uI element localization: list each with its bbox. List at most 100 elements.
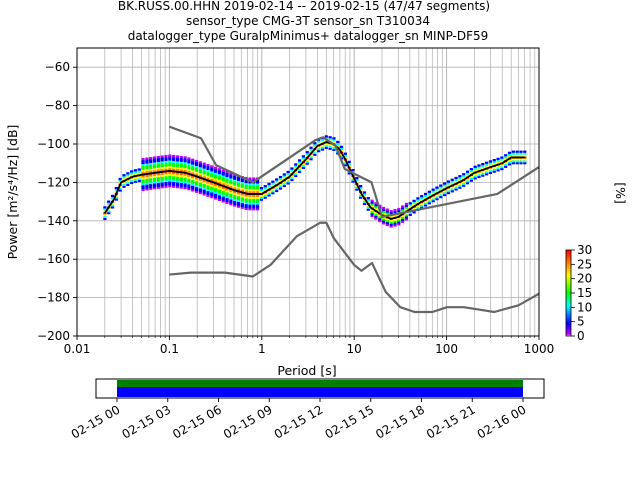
psd-cell — [149, 174, 153, 177]
psd-cell — [198, 174, 202, 177]
psd-cell — [122, 181, 126, 185]
psd-cell — [385, 212, 389, 215]
psd-cell — [210, 194, 214, 197]
psd-cell — [404, 216, 409, 219]
psd-cell — [443, 190, 447, 193]
psd-cell — [206, 181, 210, 184]
psd-cell — [450, 182, 454, 185]
psd-cell — [423, 196, 428, 199]
psd-cell — [244, 200, 248, 203]
psd-cell — [172, 166, 176, 169]
psd-cell — [439, 192, 443, 195]
psd-cell — [255, 194, 260, 197]
psd-cell — [210, 176, 214, 180]
psd-cell — [286, 180, 290, 183]
psd-cell — [252, 177, 256, 180]
coverage-blue-band — [117, 387, 523, 397]
psd-cell — [160, 174, 164, 177]
psd-cell — [183, 185, 187, 188]
colorbar-tick-label: 20 — [577, 272, 592, 286]
psd-cell — [469, 168, 473, 171]
psd-cell — [393, 222, 397, 225]
psd-cell — [343, 154, 347, 157]
psd-cell — [183, 169, 187, 172]
psd-cell — [305, 154, 309, 158]
psd-cell — [385, 220, 389, 223]
psd-cell — [244, 184, 248, 187]
psd-cell — [443, 192, 447, 195]
psd-cell — [141, 159, 145, 163]
psd-cell — [240, 199, 244, 202]
psd-cell — [194, 167, 199, 170]
psd-cell — [393, 220, 397, 223]
psd-cell — [191, 166, 195, 169]
psd-cell — [187, 186, 191, 189]
psd-cell — [175, 164, 180, 168]
psd-cell — [149, 183, 153, 187]
psd-cell — [374, 217, 378, 220]
psd-cell — [462, 175, 466, 178]
psd-cell — [294, 174, 298, 178]
psd-cell — [183, 181, 187, 184]
psd-cell — [156, 184, 160, 187]
psd-cell — [225, 195, 229, 199]
psd-cell — [107, 200, 111, 203]
psd-cell — [194, 171, 199, 174]
title-line-2: sensor_type CMG-3T sensor_sn T310034 — [186, 14, 430, 28]
psd-cell — [412, 199, 416, 202]
psd-cell — [328, 136, 332, 139]
psd-cell — [523, 160, 527, 163]
psd-cell — [145, 159, 149, 162]
psd-cell — [152, 158, 157, 161]
colorbar-label: [%] — [613, 182, 628, 204]
psd-cell — [248, 204, 252, 207]
psd-cell — [370, 209, 374, 212]
psd-cell — [332, 139, 336, 142]
psd-cell — [110, 204, 115, 207]
psd-cell — [214, 183, 218, 187]
psd-cell — [183, 162, 187, 165]
psd-cell — [313, 146, 317, 149]
psd-cell — [336, 142, 340, 145]
psd-cell — [523, 150, 527, 153]
psd-cell — [168, 181, 172, 184]
psd-cell — [233, 183, 237, 186]
psd-cell — [164, 176, 168, 179]
psd-cell — [214, 178, 218, 181]
psd-cell — [404, 202, 409, 206]
psd-cell — [389, 211, 393, 215]
psd-cell — [309, 154, 313, 157]
psd-cell — [168, 171, 172, 174]
psd-cell — [168, 154, 172, 157]
psd-cell — [465, 170, 470, 173]
psd-cell — [374, 204, 378, 207]
psd-cell — [420, 196, 424, 200]
psd-cell — [454, 184, 458, 187]
psd-cell — [191, 158, 195, 161]
psd-cell — [114, 196, 118, 199]
psd-cell — [370, 211, 374, 214]
psd-cell — [236, 176, 241, 179]
colorbar-tick-label: 0 — [577, 329, 585, 343]
psd-cell — [202, 168, 206, 171]
psd-cell — [439, 194, 443, 197]
psd-cell — [507, 153, 512, 156]
psd-cell — [267, 190, 271, 193]
psd-cell — [397, 207, 401, 211]
psd-cell — [255, 190, 260, 194]
psd-cell — [454, 188, 458, 191]
psd-cell — [458, 182, 462, 185]
psd-cell — [359, 196, 363, 199]
psd-cell — [255, 187, 260, 190]
psd-cell — [267, 194, 271, 197]
psd-cell — [217, 189, 222, 192]
psd-cell — [233, 185, 237, 188]
psd-cell — [206, 175, 210, 178]
psd-cell — [225, 188, 229, 191]
psd-cell — [462, 173, 466, 176]
psd-cell — [233, 177, 237, 180]
psd-cell — [160, 184, 164, 187]
psd-cell — [160, 168, 164, 172]
psd-cell — [217, 181, 222, 184]
